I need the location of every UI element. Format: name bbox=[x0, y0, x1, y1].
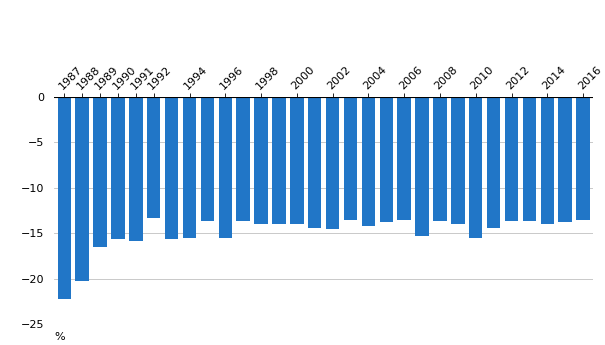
Bar bbox=[76, 97, 89, 282]
Bar bbox=[129, 97, 143, 240]
Bar bbox=[165, 97, 178, 239]
Bar bbox=[469, 97, 482, 238]
Bar bbox=[344, 97, 357, 219]
Bar bbox=[111, 97, 125, 239]
Bar bbox=[416, 97, 429, 236]
Bar bbox=[147, 97, 160, 218]
Bar bbox=[93, 97, 106, 247]
Bar bbox=[541, 97, 554, 224]
Bar bbox=[290, 97, 304, 224]
Bar bbox=[183, 97, 196, 238]
Bar bbox=[254, 97, 268, 224]
Bar bbox=[237, 97, 250, 221]
Bar bbox=[558, 97, 572, 222]
Bar bbox=[433, 97, 446, 221]
Bar bbox=[577, 97, 590, 219]
Bar bbox=[362, 97, 375, 226]
Bar bbox=[397, 97, 411, 220]
Bar bbox=[451, 97, 465, 224]
Bar bbox=[218, 97, 232, 238]
Bar bbox=[505, 97, 518, 221]
Bar bbox=[308, 97, 321, 228]
Bar bbox=[57, 97, 71, 299]
Bar bbox=[487, 97, 500, 228]
Text: %: % bbox=[54, 332, 65, 342]
Bar bbox=[523, 97, 536, 221]
Bar bbox=[201, 97, 214, 221]
Bar bbox=[326, 97, 339, 229]
Bar bbox=[379, 97, 393, 222]
Bar bbox=[272, 97, 286, 224]
